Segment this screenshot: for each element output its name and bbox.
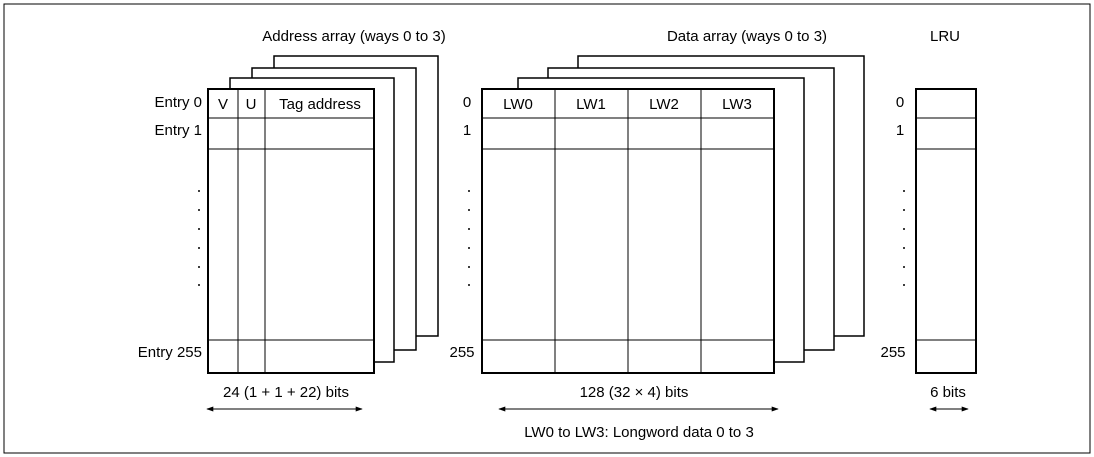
- lru-title: LRU: [930, 28, 960, 45]
- lru-index-1: 1: [896, 122, 904, 139]
- lru-ellipsis: [903, 190, 905, 286]
- diagram-frame: [3, 3, 1091, 454]
- address-col-u: U: [246, 96, 257, 113]
- lru-index-0: 0: [896, 94, 904, 111]
- address-way-0-sheet: [207, 88, 375, 374]
- address-width-label: 24 (1 + 1 + 22) bits: [223, 384, 349, 401]
- address-col-v: V: [218, 96, 228, 113]
- data-array: Data array (ways 0 to 3) LW0 LW1 LW2 LW3…: [449, 28, 865, 441]
- address-ellipsis: [198, 190, 200, 286]
- data-index-1: 1: [463, 122, 471, 139]
- address-entry-255: Entry 255: [138, 344, 202, 361]
- data-ellipsis: [468, 190, 470, 286]
- data-col-lw1: LW1: [576, 96, 606, 113]
- data-width-label: 128 (32 × 4) bits: [580, 384, 689, 401]
- lru-width-label: 6 bits: [930, 384, 966, 401]
- address-array: Address array (ways 0 to 3) V U Tag addr…: [138, 28, 446, 412]
- data-index-0: 0: [463, 94, 471, 111]
- data-array-title: Data array (ways 0 to 3): [667, 28, 827, 45]
- data-col-lw0: LW0: [503, 96, 533, 113]
- address-entry-1: Entry 1: [154, 122, 202, 139]
- data-index-255: 255: [449, 344, 474, 361]
- data-col-lw2: LW2: [649, 96, 679, 113]
- lru-index-255: 255: [880, 344, 905, 361]
- address-col-tag: Tag address: [279, 96, 361, 113]
- lru-array: LRU 0 1 255 6 bits: [880, 28, 977, 412]
- data-legend: LW0 to LW3: Longword data 0 to 3: [524, 424, 754, 441]
- lru-sheet: [915, 88, 977, 374]
- address-entry-0: Entry 0: [154, 94, 202, 111]
- address-array-title: Address array (ways 0 to 3): [262, 28, 445, 45]
- data-col-lw3: LW3: [722, 96, 752, 113]
